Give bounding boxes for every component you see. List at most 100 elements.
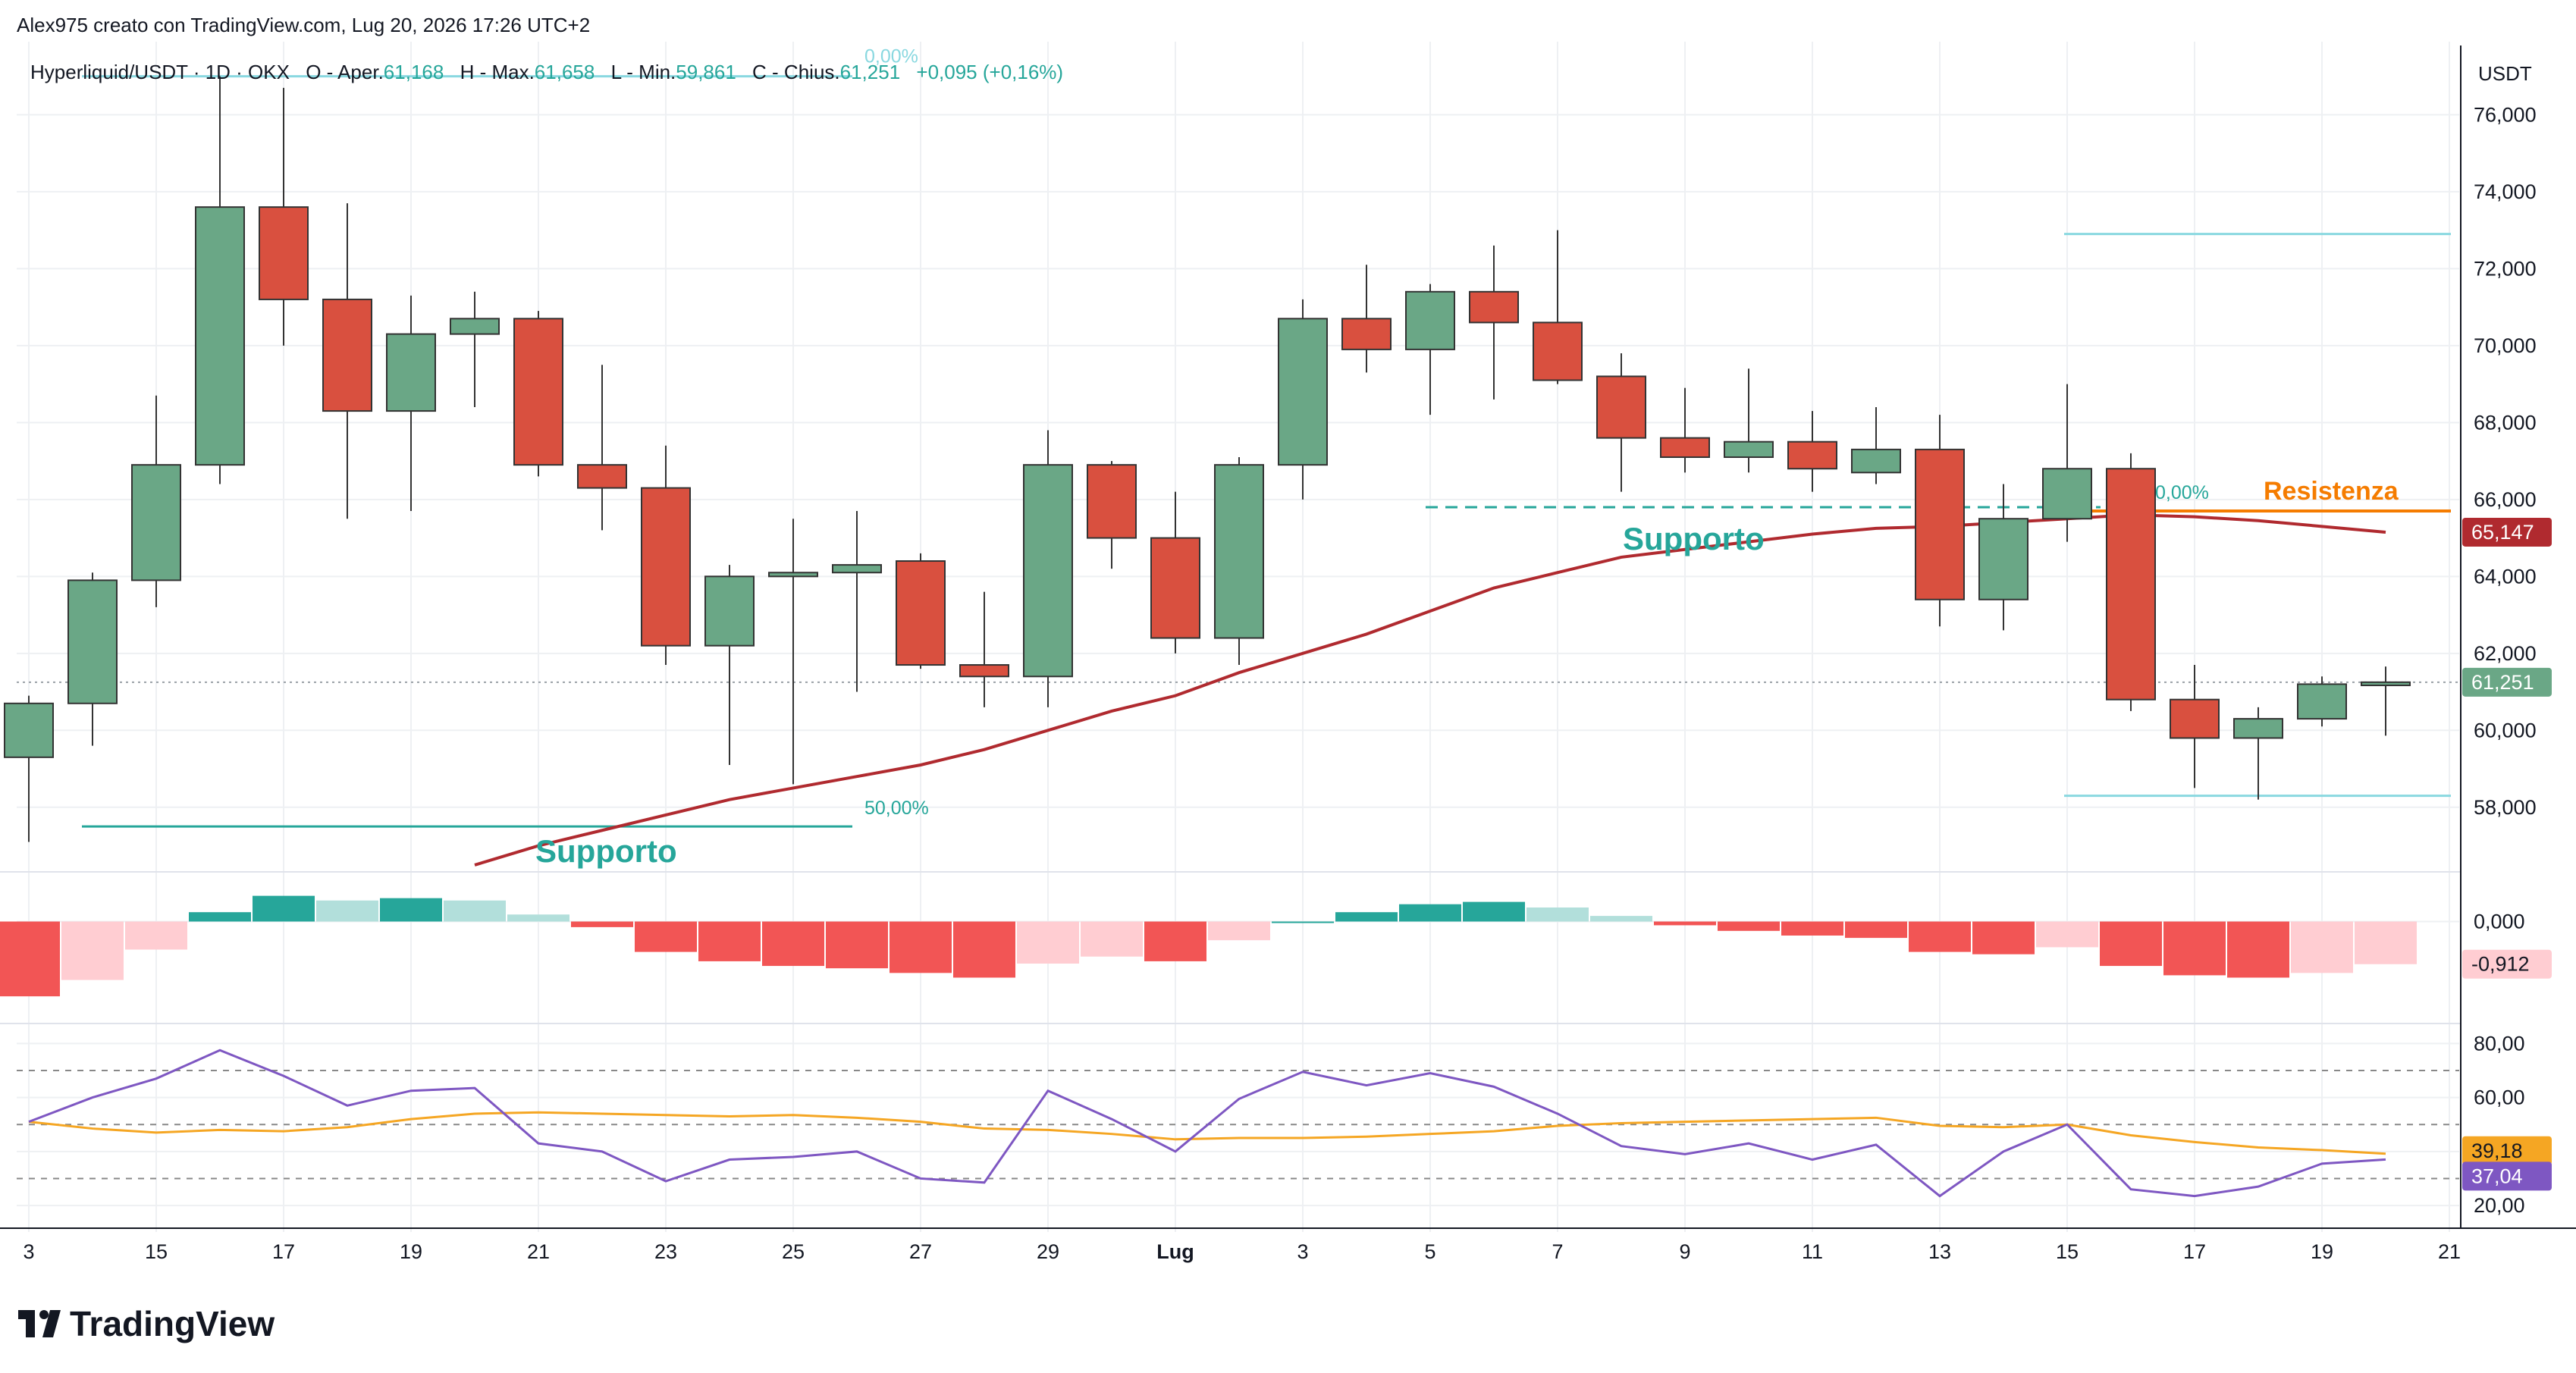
candle bbox=[2233, 707, 2283, 800]
time-tick-label: Lug bbox=[1156, 1240, 1194, 1263]
time-tick-label: 27 bbox=[909, 1240, 932, 1263]
macd-bar bbox=[0, 921, 60, 997]
macd-bar bbox=[762, 921, 824, 967]
rsi-line bbox=[28, 1049, 2386, 1198]
rsi-ma-value-tag-text: 39,18 bbox=[2471, 1139, 2523, 1162]
time-tick-label: 21 bbox=[2438, 1240, 2461, 1263]
macd-bar bbox=[1972, 921, 2035, 955]
macd-bar bbox=[1017, 921, 1079, 964]
macd-bar bbox=[1909, 921, 1971, 952]
candle bbox=[1278, 299, 1328, 500]
macd-bar bbox=[1781, 921, 1843, 936]
candle-body bbox=[1469, 290, 1519, 324]
candle-body bbox=[1724, 440, 1774, 458]
candle-body bbox=[259, 206, 309, 300]
candle-body bbox=[2042, 468, 2092, 520]
macd-bar bbox=[444, 900, 506, 922]
macd-bar bbox=[2355, 921, 2417, 964]
candle bbox=[1660, 387, 1710, 473]
time-tick-label: 15 bbox=[145, 1240, 168, 1263]
resistance-label: Resistenza bbox=[2264, 477, 2399, 506]
candle bbox=[1724, 368, 1774, 473]
macd-bar bbox=[1399, 904, 1461, 922]
candle bbox=[2361, 666, 2411, 736]
rsi-ma-line bbox=[28, 1111, 2386, 1155]
candle bbox=[1023, 430, 1073, 707]
candle bbox=[1533, 230, 1583, 384]
price-tick-label: 62,000 bbox=[2474, 642, 2537, 665]
candle-body bbox=[1915, 448, 1965, 600]
candle-body bbox=[1150, 537, 1200, 639]
candle-body bbox=[1533, 321, 1583, 381]
fib-bottom-label: 50,00% bbox=[864, 798, 929, 819]
price-tick-label: 66,000 bbox=[2474, 488, 2537, 511]
macd-bar bbox=[698, 921, 761, 961]
candle bbox=[1341, 265, 1392, 373]
candle bbox=[131, 395, 181, 607]
candle-body bbox=[513, 318, 563, 466]
time-tick-label: 3 bbox=[23, 1240, 34, 1263]
candle bbox=[1978, 484, 2028, 631]
time-tick-label: 29 bbox=[1037, 1240, 1059, 1263]
candle-body bbox=[1214, 464, 1264, 639]
rsi-ma-value-tag: 39,18 bbox=[2462, 1136, 2552, 1165]
low-label: L - Min. bbox=[611, 61, 676, 83]
fib-top-label: 0,00% bbox=[864, 46, 918, 67]
last-price-tag-text: 61,251 bbox=[2471, 671, 2534, 694]
candle-body bbox=[2106, 468, 2156, 701]
price-tick-label: 76,000 bbox=[2474, 103, 2537, 126]
tradingview-logo[interactable]: TradingView bbox=[18, 1304, 275, 1343]
candle bbox=[450, 291, 500, 408]
close-label: C - Chius. bbox=[752, 61, 840, 83]
candle-body bbox=[1660, 437, 1710, 458]
candle bbox=[322, 203, 372, 519]
candle-body bbox=[641, 487, 691, 647]
candle-body bbox=[195, 206, 245, 466]
candle bbox=[1150, 491, 1200, 654]
support-label-lower: Supporto bbox=[535, 833, 677, 869]
candle-body bbox=[832, 564, 882, 574]
candle-body bbox=[896, 560, 946, 666]
rsi-value-tag-bg bbox=[2462, 1161, 2552, 1191]
svg-text:Hyperliquid/USDT · 1D · OKX: Hyperliquid/USDT · 1D · OKX O - Aper.61,… bbox=[30, 61, 1063, 83]
time-tick-label: 3 bbox=[1297, 1240, 1308, 1263]
macd-bar bbox=[1335, 912, 1398, 922]
macd-bar bbox=[1845, 921, 1907, 939]
macd-bar bbox=[1208, 921, 1270, 941]
low-value: 59,861 bbox=[676, 61, 736, 83]
candle-body bbox=[1405, 290, 1455, 350]
symbol-label: Hyperliquid/USDT · 1D · OKX bbox=[30, 61, 290, 83]
candle bbox=[1596, 353, 1646, 492]
macd-bar bbox=[635, 921, 697, 952]
rsi-tick-label: 20,00 bbox=[2474, 1194, 2525, 1217]
candle bbox=[1214, 457, 1264, 666]
tradingview-logo-icon bbox=[18, 1310, 61, 1337]
macd-bar bbox=[1144, 921, 1206, 961]
time-tick-label: 23 bbox=[654, 1240, 677, 1263]
macd-bar bbox=[2100, 921, 2162, 967]
open-label: O - Aper. bbox=[306, 61, 384, 83]
time-tick-label: 19 bbox=[400, 1240, 422, 1263]
macd-bar bbox=[2163, 921, 2226, 976]
rsi-value-tag: 37,04 bbox=[2462, 1161, 2552, 1191]
candle-body bbox=[1341, 318, 1392, 350]
open-value: 61,168 bbox=[384, 61, 444, 83]
macd-histogram bbox=[0, 895, 2417, 997]
macd-bar bbox=[1081, 921, 1143, 957]
candles-layer bbox=[4, 76, 2411, 842]
last-price-tag-bg bbox=[2462, 667, 2552, 697]
candle bbox=[386, 295, 436, 512]
currency-label[interactable]: USDT bbox=[2478, 62, 2532, 85]
macd-bar bbox=[253, 895, 315, 922]
price-tick-label: 70,000 bbox=[2474, 334, 2537, 357]
candle-body bbox=[322, 298, 372, 412]
candle-body bbox=[1978, 518, 2028, 600]
candle-body bbox=[1023, 464, 1073, 678]
candle-body bbox=[768, 572, 818, 578]
macd-bar bbox=[125, 921, 187, 950]
candle-body bbox=[386, 333, 436, 412]
macd-bar bbox=[189, 912, 251, 922]
candle-body bbox=[67, 579, 118, 704]
candle bbox=[641, 445, 691, 666]
